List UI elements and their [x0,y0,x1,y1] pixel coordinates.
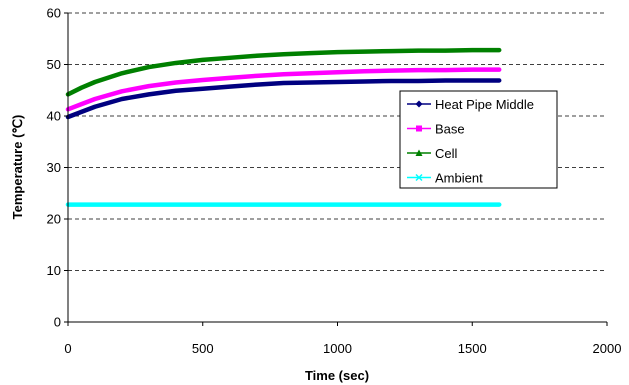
series-line-base [65,67,502,112]
series-line-heat-pipe-middle [65,78,502,120]
y-tick-label: 60 [47,6,61,21]
x-tick-label: 1500 [458,341,487,356]
y-tick-label: 40 [47,109,61,124]
legend-marker-ambient [415,173,423,182]
legend-marker-cell [415,149,423,156]
legend-label-base: Base [435,122,465,137]
legend-label-ambient: Ambient [435,171,483,186]
legend-label-heat-pipe-middle: Heat Pipe Middle [435,97,534,112]
y-tick-label: 0 [54,315,61,330]
y-axis-label: Temperature (℃) [10,115,25,220]
y-tick-label: 30 [47,160,61,175]
legend-marker-heat-pipe-middle [415,100,423,108]
x-axis-label: Time (sec) [305,368,369,383]
legend-label-cell: Cell [435,146,458,161]
x-tick-label: 0 [64,341,71,356]
series-line-cell [65,47,502,97]
tick-labels: 0 10 20 30 40 50 60 0 500 1000 1500 2000 [47,6,622,357]
legend-marker-base [416,125,422,132]
y-tick-label: 50 [47,57,61,72]
legend: Heat Pipe Middle Base Cell Ambient [399,90,558,189]
x-tick-label: 1000 [323,341,352,356]
x-tick-label: 500 [192,341,214,356]
series-layer [65,47,502,207]
y-tick-label: 10 [47,263,61,278]
legend-box [399,90,558,189]
y-tick-label: 20 [47,212,61,227]
x-tick-label: 2000 [593,341,622,356]
